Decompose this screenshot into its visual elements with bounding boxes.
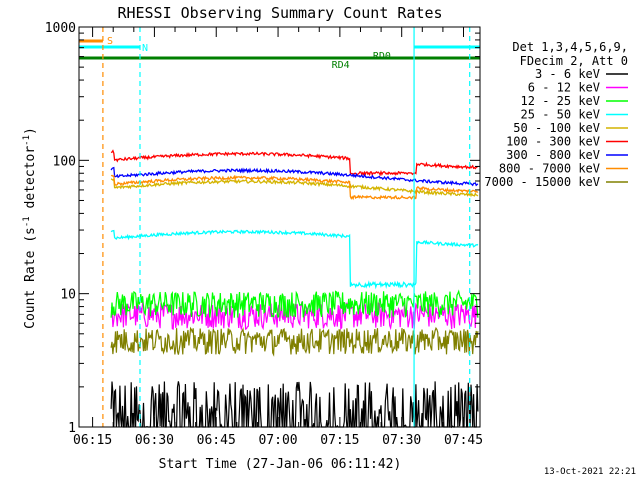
flag-layer: S N RD0 RD4 <box>79 27 480 427</box>
y-axis-label: Count Rate (s-1 detector-1) <box>22 127 38 329</box>
series-line-7 <box>110 166 479 187</box>
legend-header-line2: FDecim 2, Att 0 <box>520 54 628 68</box>
legend-label-2: 6 - 12 keV <box>528 81 600 95</box>
legend: Det 1,3,4,5,6,9, FDecim 2, Att 0 3 - 6 k… <box>484 40 628 189</box>
series-line-3 <box>110 289 479 319</box>
timestamp-text: 13-Oct-2021 22:21 <box>544 467 636 477</box>
y-tick-label: 1 <box>68 421 76 436</box>
legend-label-3: 12 - 25 keV <box>521 94 600 108</box>
y-tick-label: 10 <box>60 288 76 303</box>
plot-frame <box>78 26 481 428</box>
x-tick-label: 06:45 <box>197 433 236 448</box>
legend-label-9: 7000 - 15000 keV <box>484 175 600 189</box>
x-tick-label: 06:30 <box>135 433 174 448</box>
flag-label-1: S <box>107 36 113 47</box>
x-tick-label: 07:00 <box>258 433 297 448</box>
chart-title: RHESSI Observing Summary Count Rates <box>117 4 442 22</box>
y-axis-label-sup2: -1 <box>22 135 32 146</box>
legend-label-1: 3 - 6 keV <box>535 67 600 81</box>
series-line-4 <box>110 229 479 290</box>
y-tick-label: 1000 <box>45 21 76 36</box>
legend-label-4: 25 - 50 keV <box>521 108 600 122</box>
flag-label-5: RD4 <box>332 60 350 71</box>
series-line-1 <box>110 381 479 429</box>
legend-label-5: 50 - 100 keV <box>513 121 600 135</box>
flag-label-2: N <box>142 43 148 54</box>
legend-label-6: 100 - 300 keV <box>506 135 600 149</box>
legend-label-7: 300 - 800 keV <box>506 148 600 162</box>
y-axis-label-end: ) <box>23 127 38 135</box>
legend-header-line1: Det 1,3,4,5,6,9, <box>512 40 628 54</box>
x-tick-label: 06:15 <box>73 433 112 448</box>
y-tick-label: 100 <box>53 154 76 169</box>
x-tick-label: 07:15 <box>320 433 359 448</box>
legend-label-8: 800 - 7000 keV <box>499 162 600 176</box>
y-axis-label-sup1: -1 <box>22 216 32 227</box>
series-layer <box>110 149 479 429</box>
series-line-8 <box>110 174 479 201</box>
x-tick-label: 07:45 <box>444 433 483 448</box>
x-axis-label: Start Time (27-Jan-06 06:11:42) <box>159 457 402 472</box>
y-axis-label-mid: detector <box>23 146 38 217</box>
axes-layer: 1 10 100 1000 06:15 06:30 06:45 07:00 07:15 07:30… <box>45 21 483 448</box>
flag-label-4: RD0 <box>373 51 391 62</box>
x-tick-label: 07:30 <box>382 433 421 448</box>
series-line-6 <box>110 149 479 177</box>
y-axis-label-main: Count Rate (s <box>23 227 38 329</box>
series-line-2 <box>110 301 479 331</box>
series-line-9 <box>110 326 479 357</box>
